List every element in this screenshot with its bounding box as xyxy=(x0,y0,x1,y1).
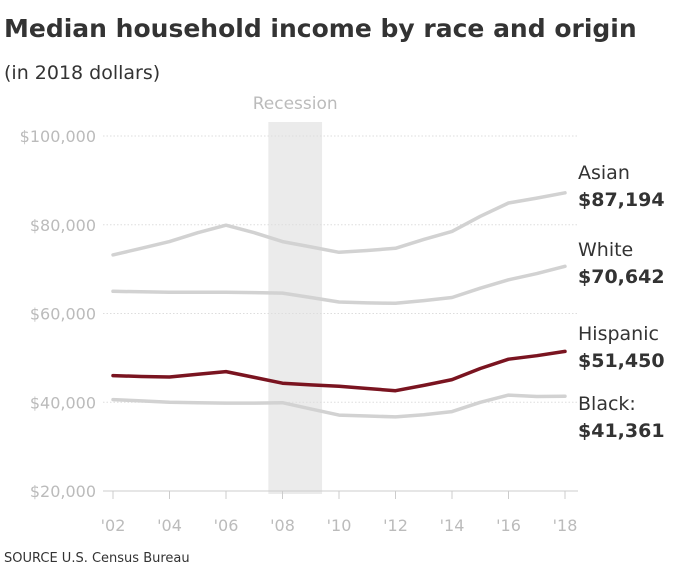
y-tick-label: $60,000 xyxy=(30,305,96,324)
series-line-white xyxy=(111,264,567,306)
y-tick-label: $100,000 xyxy=(20,127,96,146)
series-line-asian xyxy=(111,191,567,257)
x-tick-label: '18 xyxy=(553,516,578,535)
series-line-hispanic xyxy=(111,349,567,393)
x-tick-label: '12 xyxy=(383,516,408,535)
x-tick-label: '02 xyxy=(101,516,126,535)
series-name-hispanic: Hispanic xyxy=(578,323,659,345)
series-value-black: $41,361 xyxy=(578,420,665,442)
x-tick-label: '08 xyxy=(270,516,295,535)
source-note: SOURCE U.S. Census Bureau xyxy=(4,551,190,566)
series-name-asian: Asian xyxy=(578,162,630,184)
chart-subtitle: (in 2018 dollars) xyxy=(4,62,161,84)
x-tick-label: '14 xyxy=(440,516,465,535)
series-name-white: White xyxy=(578,239,633,261)
x-tick-label: '06 xyxy=(214,516,239,535)
series-value-white: $70,642 xyxy=(578,266,665,288)
series-value-hispanic: $51,450 xyxy=(578,350,665,372)
series-value-asian: $87,194 xyxy=(578,189,665,211)
recession-band xyxy=(268,122,323,494)
x-tick-label: '04 xyxy=(157,516,182,535)
series-line-black xyxy=(111,393,567,419)
series-name-black: Black: xyxy=(578,393,636,415)
chart-title: Median household income by race and orig… xyxy=(4,14,637,43)
y-tick-label: $80,000 xyxy=(30,216,96,235)
recession-label: Recession xyxy=(253,94,338,114)
y-tick-label: $20,000 xyxy=(30,482,96,501)
y-tick-label: $40,000 xyxy=(30,393,96,412)
x-tick-label: '16 xyxy=(496,516,521,535)
x-tick-label: '10 xyxy=(327,516,352,535)
